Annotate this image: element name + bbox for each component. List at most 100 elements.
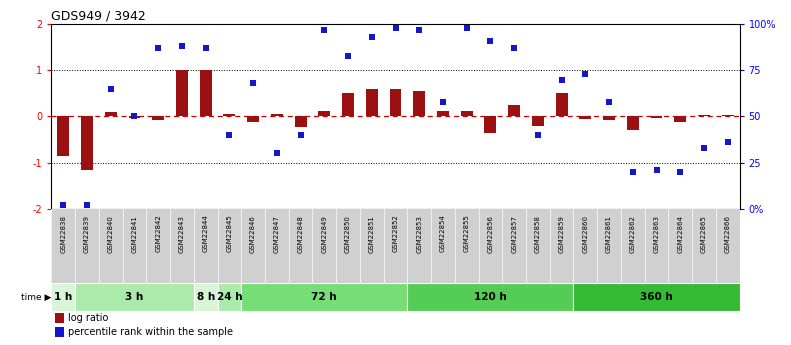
Bar <box>573 283 740 312</box>
Text: GSM22852: GSM22852 <box>392 215 399 253</box>
Bar <box>58 117 70 156</box>
Text: time ▶: time ▶ <box>21 293 51 302</box>
Text: GSM22859: GSM22859 <box>558 215 565 253</box>
Text: GSM22849: GSM22849 <box>321 215 327 253</box>
Bar <box>199 70 212 117</box>
Point <box>128 114 141 119</box>
Point <box>532 132 544 138</box>
Text: GSM22839: GSM22839 <box>84 215 90 253</box>
Text: GSM22846: GSM22846 <box>250 215 256 253</box>
Point <box>152 46 165 51</box>
Bar <box>650 117 663 118</box>
Text: GSM22845: GSM22845 <box>226 215 233 253</box>
Bar <box>580 117 592 119</box>
Text: GSM22841: GSM22841 <box>131 215 138 253</box>
Text: GSM22838: GSM22838 <box>60 215 66 253</box>
Point <box>57 203 70 208</box>
Text: GSM22857: GSM22857 <box>511 215 517 253</box>
Text: GSM22856: GSM22856 <box>487 215 494 253</box>
Bar <box>509 105 520 117</box>
Text: GSM22843: GSM22843 <box>179 215 185 253</box>
Bar <box>295 117 307 127</box>
Text: GSM22847: GSM22847 <box>274 215 280 253</box>
Point <box>460 25 473 31</box>
Bar <box>241 283 407 312</box>
Bar <box>532 117 544 126</box>
Point <box>318 27 331 32</box>
Text: 3 h: 3 h <box>125 292 144 302</box>
Point <box>104 86 117 91</box>
Bar <box>365 89 378 117</box>
Text: GSM22866: GSM22866 <box>725 215 731 253</box>
Bar <box>194 283 218 312</box>
Point <box>508 46 520 51</box>
Text: GSM22864: GSM22864 <box>677 215 683 253</box>
Point <box>603 99 615 105</box>
Text: GSM22855: GSM22855 <box>464 215 470 253</box>
Point <box>199 46 212 51</box>
Point <box>437 99 449 105</box>
Point <box>555 77 568 82</box>
Point <box>342 53 354 58</box>
Bar <box>152 117 165 120</box>
Point <box>294 132 307 138</box>
Bar <box>318 111 331 117</box>
Point <box>579 71 592 77</box>
Bar <box>342 93 354 117</box>
Text: 24 h: 24 h <box>217 292 242 302</box>
Text: 1 h: 1 h <box>54 292 73 302</box>
Text: GSM22848: GSM22848 <box>297 215 304 253</box>
Bar <box>674 117 687 122</box>
Point <box>650 167 663 173</box>
Text: 120 h: 120 h <box>474 292 507 302</box>
Bar <box>271 114 283 117</box>
Bar <box>104 112 117 117</box>
Point <box>176 43 188 49</box>
Bar <box>51 283 75 312</box>
Bar <box>390 89 402 117</box>
Bar <box>224 114 236 117</box>
Bar <box>484 117 497 132</box>
Point <box>413 27 426 32</box>
Bar <box>75 283 194 312</box>
Bar <box>698 115 710 117</box>
Text: GSM22858: GSM22858 <box>535 215 541 253</box>
Bar <box>129 117 141 118</box>
Text: GSM22842: GSM22842 <box>155 215 161 253</box>
Text: GSM22851: GSM22851 <box>369 215 375 253</box>
Point <box>626 169 639 175</box>
Bar <box>81 117 93 170</box>
Text: GSM22865: GSM22865 <box>701 215 707 253</box>
Text: GSM22840: GSM22840 <box>108 215 114 253</box>
Text: 8 h: 8 h <box>196 292 215 302</box>
Text: GDS949 / 3942: GDS949 / 3942 <box>51 10 146 23</box>
Point <box>698 145 710 151</box>
Bar <box>603 117 615 120</box>
Bar <box>55 327 64 337</box>
Text: GSM22862: GSM22862 <box>630 215 636 253</box>
Text: GSM22863: GSM22863 <box>653 215 660 253</box>
Bar <box>247 117 259 122</box>
Bar <box>55 313 64 323</box>
Point <box>484 38 497 43</box>
Bar <box>626 117 639 130</box>
Text: log ratio: log ratio <box>68 313 108 323</box>
Text: 72 h: 72 h <box>312 292 337 302</box>
Point <box>674 169 687 175</box>
Point <box>365 34 378 40</box>
Bar <box>461 111 473 117</box>
Point <box>223 132 236 138</box>
Bar <box>407 283 573 312</box>
Point <box>247 80 259 86</box>
Text: GSM22850: GSM22850 <box>345 215 351 253</box>
Text: GSM22854: GSM22854 <box>440 215 446 253</box>
Text: GSM22860: GSM22860 <box>582 215 589 253</box>
Bar <box>414 91 426 117</box>
Text: 360 h: 360 h <box>640 292 673 302</box>
Bar <box>218 283 241 312</box>
Bar <box>556 93 568 117</box>
Text: GSM22844: GSM22844 <box>202 215 209 253</box>
Point <box>389 25 402 31</box>
Bar <box>176 70 188 117</box>
Point <box>271 151 283 156</box>
